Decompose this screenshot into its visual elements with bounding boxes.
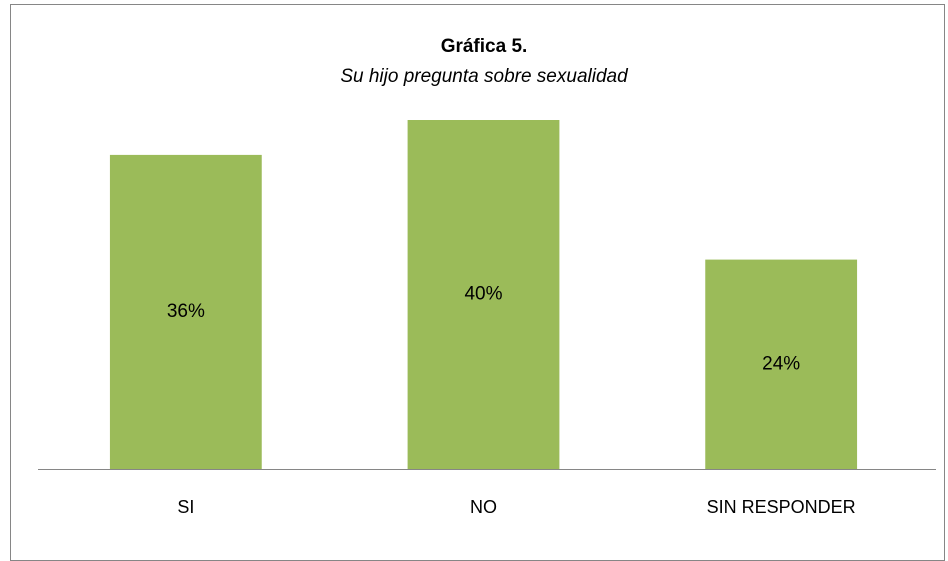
bar [407,120,560,469]
data-label: 24% [762,353,800,374]
bar [705,259,858,469]
data-label: 40% [464,284,502,305]
bar [109,154,262,469]
x-tick-label: SIN RESPONDER [707,497,856,517]
chart-title: Gráfica 5. [441,36,528,57]
data-label: 36% [167,301,205,322]
chart-subtitle: Su hijo pregunta sobre sexualidad [340,66,629,87]
x-tick-label: NO [470,497,497,517]
x-tick-label: SI [177,497,194,517]
